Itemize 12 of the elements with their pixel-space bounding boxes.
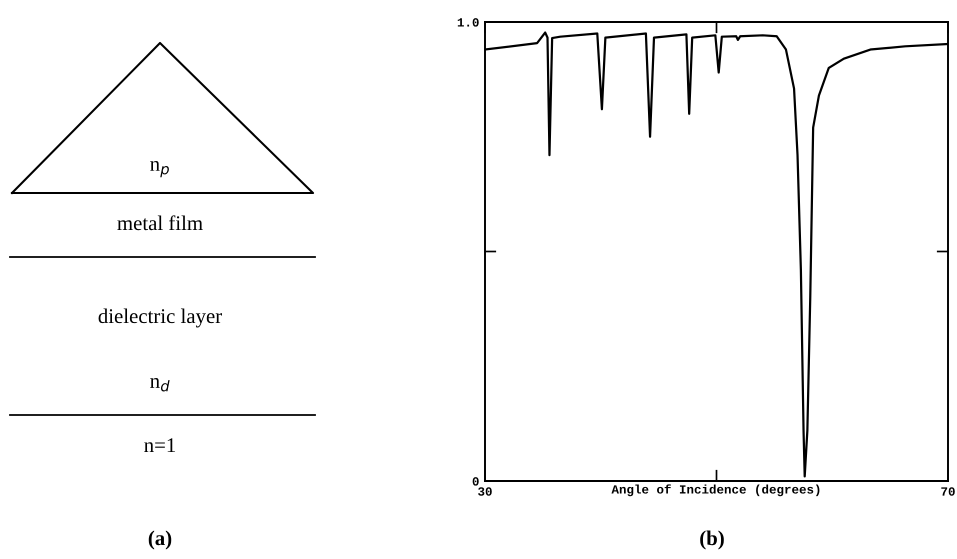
text: (b)	[700, 530, 724, 550]
y-tick-label: 1.0	[458, 18, 479, 27]
text: (a)	[148, 530, 172, 550]
text: dielectric layer	[98, 308, 222, 328]
text: n$_{d}$	[150, 378, 170, 392]
text: metal film	[117, 215, 203, 230]
text: n$_{p}$	[150, 160, 169, 178]
text: n=1	[144, 438, 176, 452]
x-tick-label: 30	[478, 487, 492, 496]
x-axis-title: Angle of Incidence (degrees)	[611, 484, 820, 496]
y-tick-label: 0	[472, 477, 479, 486]
x-tick-label: 70	[941, 487, 955, 496]
